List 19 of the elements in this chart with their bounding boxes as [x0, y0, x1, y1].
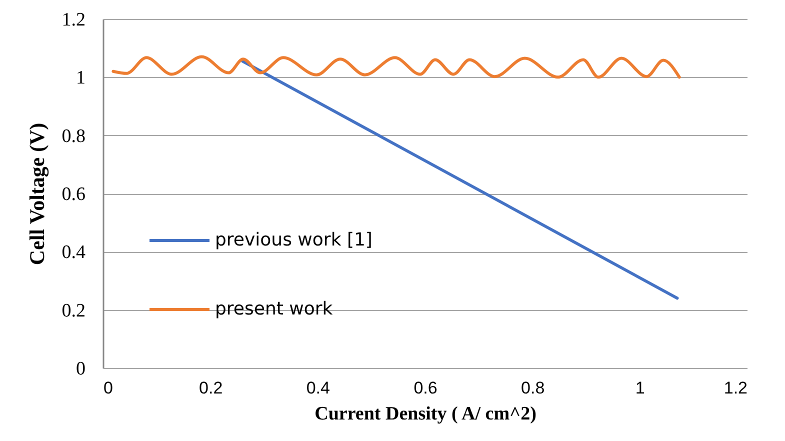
- y-axis-title: Cell Voltage (V): [24, 122, 49, 266]
- x-tick-label: 0.6: [414, 378, 438, 398]
- line-series: [112, 55, 681, 79]
- y-tick-label: 0.4: [62, 242, 86, 264]
- x-tick-label: 1.2: [724, 378, 748, 398]
- legend-label: previous work [1]: [215, 230, 372, 250]
- x-axis-title: Current Density ( A/ cm^2): [314, 404, 536, 424]
- y-tick-label: 0.6: [62, 184, 86, 205]
- y-tick-label: 0.2: [62, 300, 86, 322]
- y-tick-label: 0: [76, 358, 86, 380]
- x-tick-label: 0.8: [521, 378, 545, 398]
- x-tick-label: 1: [635, 378, 645, 398]
- y-tick-label: 1: [76, 68, 86, 89]
- x-tick-label: 0.2: [199, 378, 223, 398]
- x-tick-label: 0: [104, 378, 113, 398]
- y-tick-label: 0.8: [62, 126, 86, 147]
- x-tick-label: 0.4: [306, 378, 330, 398]
- legend-label: present work: [215, 298, 334, 320]
- y-tick-label: 1.2: [62, 10, 86, 30]
